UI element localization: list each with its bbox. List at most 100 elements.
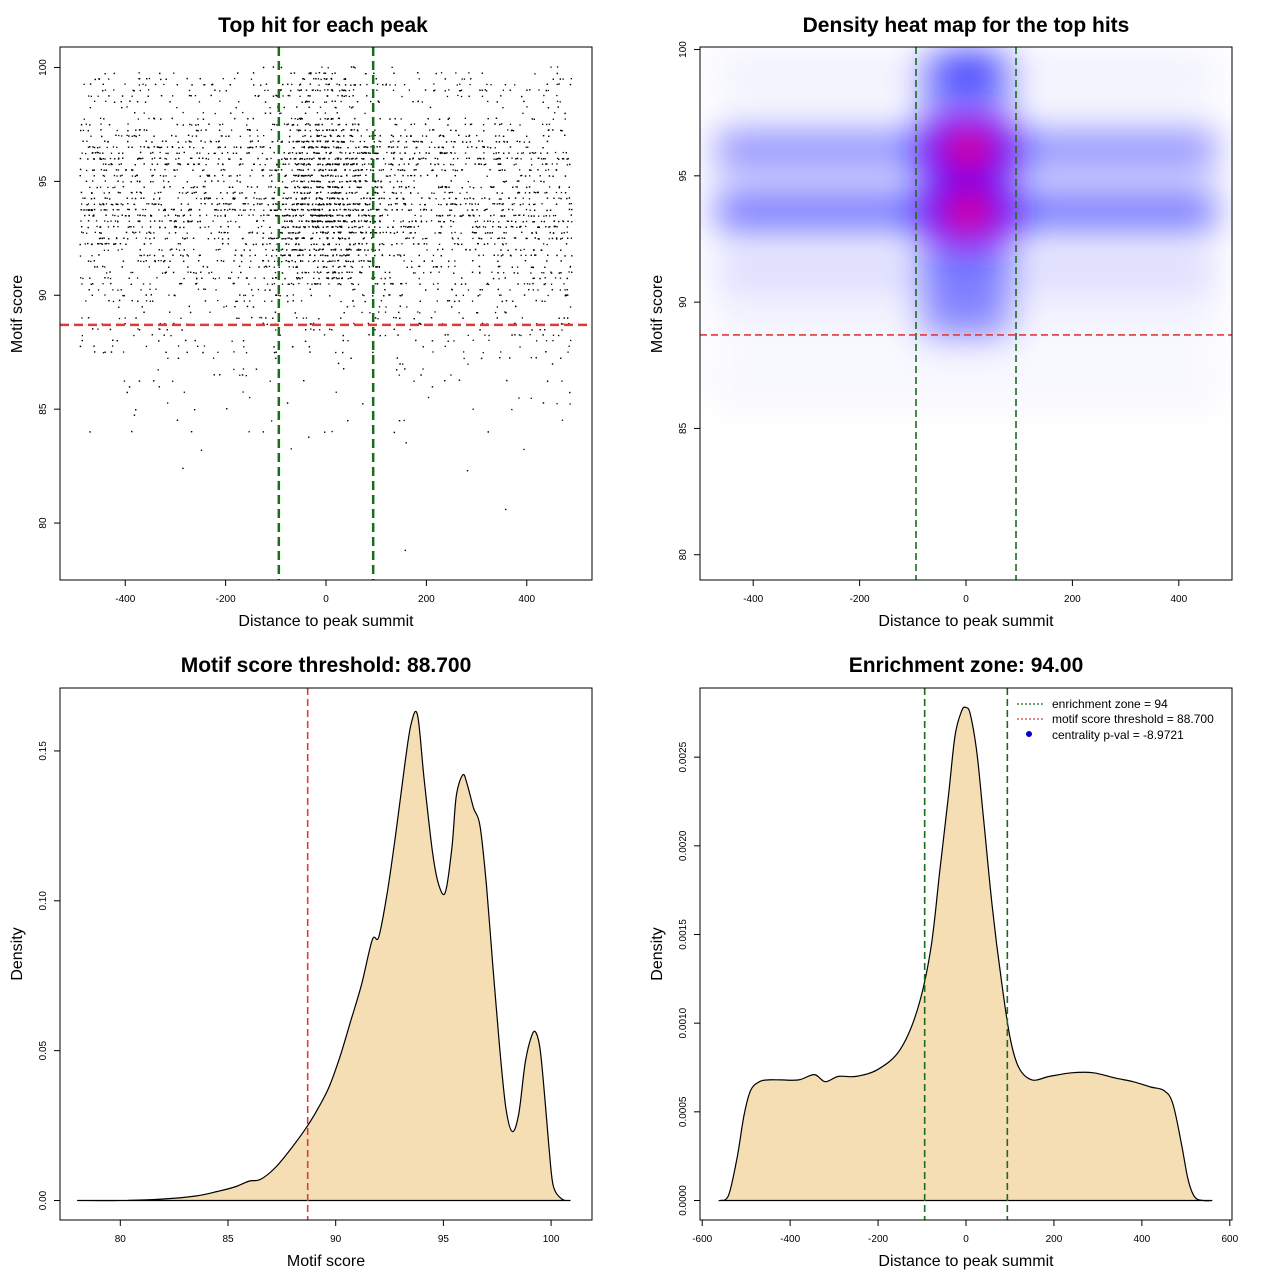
scatter-point [283, 106, 285, 109]
scatter-point [354, 288, 356, 290]
scatter-point [547, 169, 550, 171]
scatter-point [218, 203, 221, 205]
scatter-point [549, 231, 551, 234]
scatter-point [501, 169, 503, 171]
scatter-point [354, 220, 356, 222]
scatter-point [311, 147, 313, 149]
scatter-point [352, 89, 355, 91]
scatter-point [451, 237, 453, 239]
scatter-point [327, 226, 329, 228]
scatter-point [163, 186, 165, 189]
scatter-point [298, 249, 300, 251]
scatter-point [275, 203, 277, 205]
scatter-point [370, 158, 372, 160]
scatter-point [403, 254, 405, 256]
scatter-point [394, 203, 397, 205]
scatter-point [343, 203, 345, 206]
scatter-point [560, 272, 562, 274]
scatter-point [570, 237, 572, 239]
scatter-point [546, 163, 548, 165]
scatter-point [356, 249, 358, 251]
scatter-point [526, 106, 528, 108]
scatter-point [510, 255, 512, 257]
scatter-point [145, 84, 147, 86]
scatter-point [481, 95, 484, 97]
scatter-point [366, 95, 368, 97]
scatter-point [420, 175, 422, 177]
scatter-point [266, 243, 268, 245]
scatter-point [359, 174, 361, 176]
scatter-point [197, 163, 200, 165]
scatter-point [548, 238, 550, 240]
scatter-point [221, 197, 224, 200]
scatter-point [293, 191, 295, 194]
scatter-point [294, 209, 296, 212]
scatter-point [332, 118, 334, 120]
scatter-point [459, 215, 461, 217]
scatter-point [117, 169, 120, 171]
scatter-point [472, 226, 474, 228]
scatter-point [91, 243, 93, 246]
scatter-point [312, 322, 315, 324]
scatter-point [338, 277, 340, 280]
scatter-point [344, 238, 346, 240]
scatter-point [413, 169, 415, 171]
scatter-point [292, 209, 294, 211]
scatter-point [309, 72, 311, 74]
scatter-point [159, 147, 161, 149]
scatter-point [344, 89, 346, 91]
scatter-point [283, 254, 285, 256]
scatter-point [266, 214, 268, 216]
scatter-point [451, 203, 453, 205]
scatter-point [375, 152, 377, 154]
scatter-point [349, 277, 351, 279]
scatter-point [346, 203, 349, 206]
scatter-point [228, 135, 230, 137]
scatter-point [124, 317, 126, 319]
scatter-point [288, 163, 290, 165]
scatter-point [291, 83, 293, 86]
scatter-point [541, 272, 543, 274]
scatter-point [374, 277, 376, 279]
scatter-point [313, 78, 315, 80]
scatter-point [337, 187, 339, 189]
scatter-point [239, 163, 242, 165]
scatter-point [385, 175, 387, 177]
scatter-point [298, 89, 301, 92]
scatter-point [265, 265, 267, 267]
scatter-point [460, 283, 463, 285]
scatter-point [420, 323, 422, 325]
scatter-point [465, 135, 467, 137]
scatter-point [160, 191, 162, 193]
scatter-point [303, 164, 305, 166]
scatter-point [458, 134, 460, 136]
scatter-point [79, 255, 82, 257]
scatter-point [125, 169, 127, 171]
scatter-point [469, 186, 471, 188]
scatter-point [92, 328, 94, 330]
scatter-point [83, 118, 85, 120]
scatter-point [315, 146, 317, 148]
scatter-point [296, 129, 298, 131]
scatter-point [545, 169, 547, 171]
scatter-point [546, 380, 549, 382]
scatter-point [357, 283, 360, 286]
scatter-point [118, 209, 120, 211]
scatter-point [128, 220, 130, 222]
scatter-point [341, 186, 343, 188]
scatter-point [335, 391, 337, 393]
scatter-point [211, 203, 213, 205]
scatter-point [398, 311, 400, 314]
scatter-point [498, 198, 501, 200]
scatter-point [275, 351, 277, 353]
scatter-point [309, 95, 311, 97]
scatter-point [313, 169, 316, 171]
scatter-point [296, 106, 298, 108]
scatter-point [139, 89, 141, 92]
scatter-point [281, 232, 283, 234]
scatter-point [310, 135, 312, 138]
scatter-point [256, 129, 258, 131]
scatter-point [567, 351, 569, 353]
scatter-point [328, 186, 330, 189]
scatter-point [433, 192, 435, 194]
